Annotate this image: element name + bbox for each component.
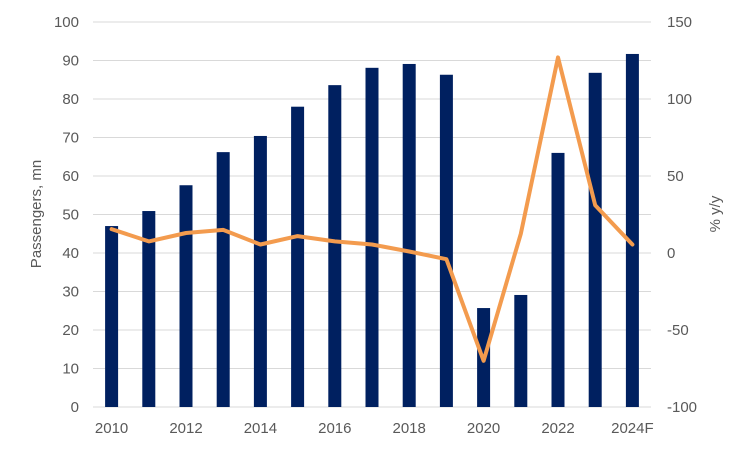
bar-2011 xyxy=(142,211,156,407)
bar-2010 xyxy=(105,226,119,407)
x-tick-label: 2018 xyxy=(393,420,426,437)
left-tick-label: 30 xyxy=(62,284,79,301)
bar-2022 xyxy=(551,152,565,407)
left-tick-label: 20 xyxy=(62,322,79,339)
left-tick-label: 40 xyxy=(62,245,79,262)
bar-2012 xyxy=(179,185,193,407)
left-tick-label: 100 xyxy=(54,14,79,31)
right-tick-label: 0 xyxy=(667,245,675,262)
left-tick-label: 70 xyxy=(62,130,79,147)
bar-2013 xyxy=(216,152,230,407)
bar-2021 xyxy=(514,294,528,407)
bar-series xyxy=(105,53,639,408)
bar-2017 xyxy=(365,67,379,407)
left-tick-label: 80 xyxy=(62,91,79,108)
x-tick-label: 2024F xyxy=(611,420,654,437)
bar-2016 xyxy=(328,85,342,407)
left-tick-label: 50 xyxy=(62,207,79,224)
left-axis-title: Passengers, mn xyxy=(28,160,45,268)
left-tick-label: 0 xyxy=(71,399,79,416)
x-tick-label: 2014 xyxy=(244,420,277,437)
line-series xyxy=(109,55,635,363)
bar-2018 xyxy=(402,63,416,408)
right-tick-label: 150 xyxy=(667,14,692,31)
bar-2014 xyxy=(253,135,267,407)
bar-2024F xyxy=(625,53,639,408)
right-y-axis: -100 -50 0 50 100 150 xyxy=(667,14,697,416)
bar-2015 xyxy=(291,106,305,407)
left-tick-label: 10 xyxy=(62,361,79,378)
right-tick-label: -100 xyxy=(667,399,697,416)
right-tick-label: 100 xyxy=(667,91,692,108)
left-tick-label: 60 xyxy=(62,168,79,185)
right-axis-title: % y/y xyxy=(707,195,724,232)
x-axis: 2010 2012 2014 2016 2018 2020 2022 2024F xyxy=(95,420,654,437)
left-tick-label: 90 xyxy=(62,53,79,70)
right-tick-label: 50 xyxy=(667,168,684,185)
x-tick-label: 2022 xyxy=(541,420,574,437)
x-tick-label: 2016 xyxy=(318,420,351,437)
bar-2019 xyxy=(439,74,453,408)
yoy-change-line xyxy=(109,55,635,363)
left-y-axis: 0 10 20 30 40 50 60 70 80 90 100 xyxy=(54,14,79,416)
x-tick-label: 2010 xyxy=(95,420,128,437)
bar-2023 xyxy=(588,72,602,407)
x-tick-label: 2020 xyxy=(467,420,500,437)
right-tick-label: -50 xyxy=(667,322,689,339)
x-tick-label: 2012 xyxy=(169,420,202,437)
